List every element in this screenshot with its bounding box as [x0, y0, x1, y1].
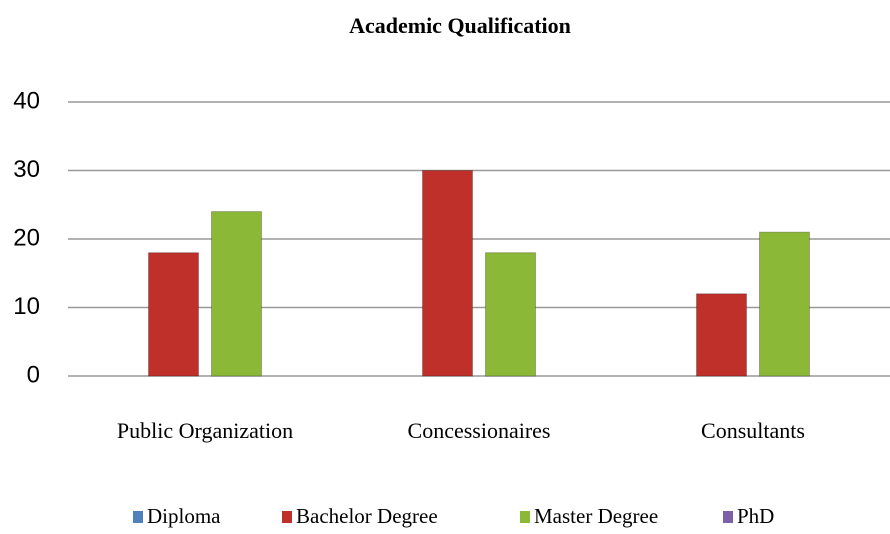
bar [211, 211, 262, 377]
x-tick-label: Public Organization [117, 418, 293, 443]
chart-title: Academic Qualification [349, 13, 571, 38]
y-tick-label: 20 [13, 224, 40, 251]
bar [696, 293, 747, 377]
legend-label: PhD [737, 504, 774, 528]
legend-swatch [520, 511, 530, 523]
x-tick-label: Consultants [701, 418, 805, 443]
legend-label: Diploma [147, 504, 221, 528]
bar [759, 231, 810, 377]
legend-label: Master Degree [534, 504, 658, 528]
bar [485, 252, 536, 377]
legend-swatch [723, 511, 733, 523]
y-tick-label: 40 [13, 87, 40, 114]
bar [148, 252, 199, 377]
x-tick-label: Concessionaires [408, 418, 551, 443]
y-tick-label: 30 [13, 156, 40, 183]
legend-label: Bachelor Degree [296, 504, 438, 528]
y-tick-label: 10 [13, 293, 40, 320]
y-tick-label: 0 [27, 361, 40, 388]
legend-swatch [133, 511, 143, 523]
bar [422, 170, 473, 377]
legend-swatch [282, 511, 292, 523]
